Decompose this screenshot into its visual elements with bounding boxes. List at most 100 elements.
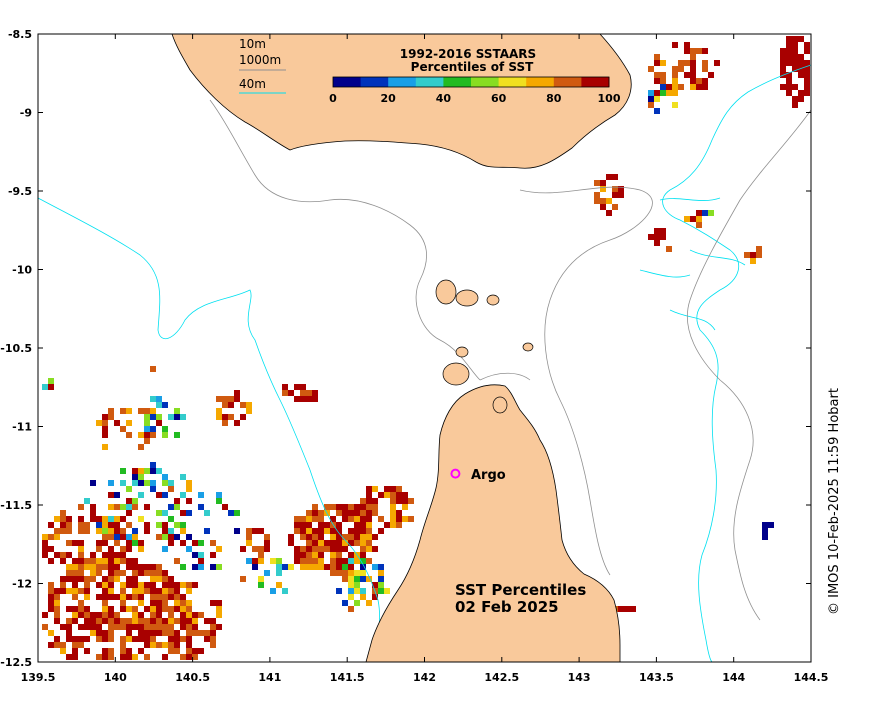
sst-pixel (780, 54, 786, 60)
sst-pixel (174, 594, 180, 600)
lon-tick-label: 140 (104, 671, 127, 684)
sst-pixel (348, 594, 354, 600)
sst-pixel (156, 642, 162, 648)
sst-pixel (150, 606, 156, 612)
sst-pixel (798, 66, 804, 72)
sst-pixel (336, 534, 342, 540)
sst-pixel (162, 402, 168, 408)
sst-pixel (378, 516, 384, 522)
sst-pixel (174, 642, 180, 648)
sst-pixel (594, 180, 600, 186)
sst-pixel (594, 198, 600, 204)
sst-pixel (366, 576, 372, 582)
sst-pixel (696, 48, 702, 54)
sst-pixel (306, 534, 312, 540)
sst-pixel (600, 204, 606, 210)
sst-pixel (162, 570, 168, 576)
sst-pixel (762, 534, 768, 540)
sst-pixel (258, 558, 264, 564)
sst-pixel (780, 66, 786, 72)
sst-pixel (150, 480, 156, 486)
sst-pixel (162, 600, 168, 606)
sst-pixel (186, 648, 192, 654)
sst-pixel (72, 570, 78, 576)
sst-pixel (360, 510, 366, 516)
sst-pixel (786, 78, 792, 84)
lat-tick-label: -11 (12, 421, 32, 434)
sst-pixel (120, 552, 126, 558)
sst-pixel (162, 582, 168, 588)
argo-float[interactable]: Argo (450, 468, 506, 483)
sst-pixel (354, 570, 360, 576)
sst-pixel (126, 606, 132, 612)
argo-marker[interactable] (450, 468, 461, 479)
sst-pixel (162, 426, 168, 432)
sst-pixel (186, 480, 192, 486)
lat-tick-label: -11.5 (0, 499, 32, 512)
sst-pixel (66, 588, 72, 594)
sst-pixel (408, 516, 414, 522)
sst-pixel (114, 504, 120, 510)
sst-pixel (114, 564, 120, 570)
sst-pixel (372, 510, 378, 516)
sst-pixel (126, 510, 132, 516)
sst-pixel (162, 588, 168, 594)
sst-pixel (78, 642, 84, 648)
sst-pixel (84, 576, 90, 582)
sst-pixel (402, 516, 408, 522)
sst-pixel (396, 486, 402, 492)
sst-pixel (138, 516, 144, 522)
sst-pixel (120, 504, 126, 510)
sst-pixel (180, 606, 186, 612)
sst-pixel (276, 582, 282, 588)
sst-pixel (168, 594, 174, 600)
sst-pixel (312, 510, 318, 516)
sst-pixel (156, 564, 162, 570)
sst-pixel (690, 72, 696, 78)
lon-tick-label: 140.5 (175, 671, 210, 684)
sst-pixel (102, 552, 108, 558)
sst-pixel (90, 618, 96, 624)
sst-pixel (66, 636, 72, 642)
sst-pixel (786, 84, 792, 90)
sst-pixel (150, 600, 156, 606)
sst-pixel (150, 576, 156, 582)
sst-pixel (114, 528, 120, 534)
sst-pixel (264, 570, 270, 576)
sst-pixel (174, 504, 180, 510)
sst-pixel (360, 594, 366, 600)
sst-pixel (318, 522, 324, 528)
sst-pixel (666, 84, 672, 90)
sst-pixel (690, 66, 696, 72)
map-title-line1: SST Percentiles (455, 581, 586, 599)
sst-pixel (708, 210, 714, 216)
sst-pixel (360, 588, 366, 594)
sst-pixel (216, 408, 222, 414)
sst-pixel (138, 612, 144, 618)
sst-pixel (120, 546, 126, 552)
colorbar-tick-label: 40 (436, 92, 452, 105)
sst-pixel (162, 528, 168, 534)
sst-pixel (762, 528, 768, 534)
sst-pixel (126, 558, 132, 564)
sst-pixel (102, 582, 108, 588)
sst-pixel (294, 522, 300, 528)
sst-pixel (84, 498, 90, 504)
argo-label: Argo (471, 468, 506, 483)
sst-pixel (294, 552, 300, 558)
sst-pixel (102, 648, 108, 654)
sst-pixel (60, 528, 66, 534)
imos-credit: © IMOS 10-Feb-2025 11:59 Hobart (827, 388, 842, 615)
sst-pixel (96, 528, 102, 534)
sst-pixel (702, 210, 708, 216)
sst-pixel (312, 396, 318, 402)
sst-pixel (132, 540, 138, 546)
sst-pixel (156, 396, 162, 402)
sst-pixel (360, 534, 366, 540)
sst-pixel (360, 516, 366, 522)
sst-pixel (198, 612, 204, 618)
sst-pixel (168, 618, 174, 624)
sst-pixel (204, 630, 210, 636)
sst-pixel (186, 612, 192, 618)
colorbar-tick-label: 100 (598, 92, 621, 105)
